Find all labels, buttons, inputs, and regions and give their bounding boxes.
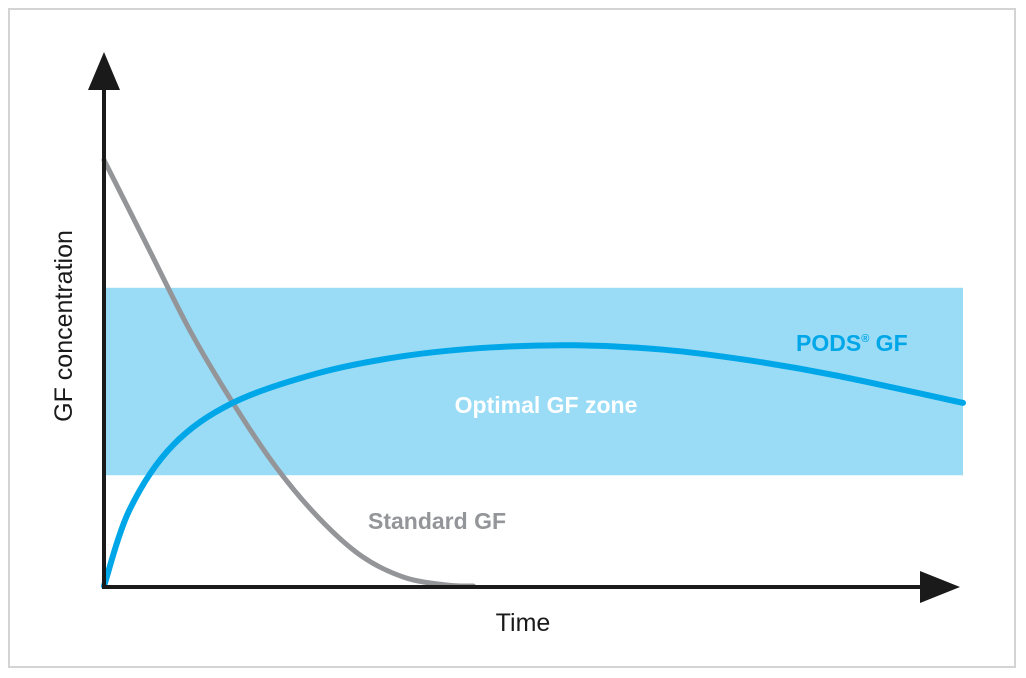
standard-gf-label: Standard GF — [368, 508, 506, 534]
x-axis-label: Time — [496, 609, 551, 637]
pods-gf-label-name: PODS — [796, 330, 861, 356]
series-layer — [101, 157, 966, 589]
optimal-zone-band — [104, 287, 963, 476]
pods-gf-line — [101, 342, 966, 589]
axes-layer — [88, 52, 960, 603]
y-axis-arrowhead — [88, 52, 120, 90]
pods-gf-label: PODS® GF — [796, 330, 908, 356]
x-axis-arrowhead — [920, 571, 960, 603]
optimal-zone-label: Optimal GF zone — [455, 392, 638, 418]
pods-gf-label-suffix: GF — [869, 330, 907, 356]
y-axis-label: GF concentration — [50, 230, 78, 422]
zone-layer — [104, 287, 963, 476]
standard-gf-line — [101, 157, 476, 589]
pods-gf-label-sup: ® — [861, 333, 869, 345]
